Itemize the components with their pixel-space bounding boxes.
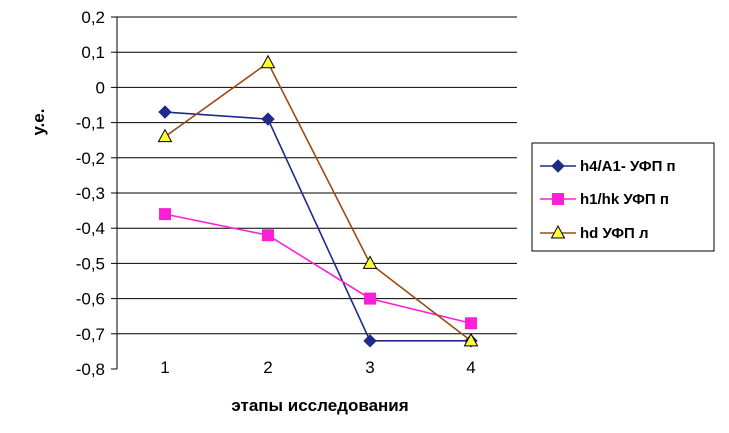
- grid-lines: [111, 16, 517, 370]
- data-point: [465, 317, 477, 330]
- y-tick-label: 0,1: [81, 43, 105, 62]
- series-line: [164, 61, 472, 342]
- data-point: [158, 105, 172, 119]
- y-tick-label: -0,4: [76, 219, 105, 238]
- y-tick-labels: 0,2 0,1 0 -0,1 -0,2 -0,3 -0,4 -0,5 -0,6 -0,7 -0,8: [76, 8, 105, 379]
- data-point: [157, 128, 173, 143]
- y-tick-label: -0,6: [76, 290, 105, 309]
- y-tick-label: 0,2: [81, 8, 105, 27]
- legend-marker: [552, 193, 564, 205]
- x-tick-label: 2: [263, 358, 272, 377]
- x-tick-label: 1: [160, 358, 169, 377]
- series-3: [157, 54, 479, 347]
- data-point: [362, 255, 378, 269]
- legend-label: h1/hk УФП п: [580, 191, 669, 208]
- legend-item: h4/A1- УФП п: [540, 158, 676, 175]
- y-tick-label: -0,2: [76, 149, 105, 168]
- data-point: [159, 208, 171, 221]
- y-tick-label: -0,5: [76, 254, 105, 273]
- y-tick-label: -0,7: [76, 325, 105, 344]
- series-2: [159, 208, 477, 330]
- data-point: [261, 112, 275, 126]
- y-tick-label: -0,8: [76, 360, 105, 379]
- series-line: [164, 111, 471, 342]
- x-axis-title: этапы исследования: [231, 396, 408, 415]
- data-point: [463, 332, 479, 347]
- y-tick-label: -0,3: [76, 184, 105, 203]
- y-axis-title: у.е.: [29, 109, 48, 136]
- x-tick-labels: 1 2 3 4: [160, 358, 475, 377]
- legend-label: hd УФП л: [580, 225, 649, 242]
- series-1: [158, 105, 478, 348]
- x-tick-label: 4: [466, 358, 475, 377]
- legend-marker: [550, 224, 566, 239]
- data-point: [363, 334, 377, 348]
- data-point: [364, 292, 376, 305]
- series-group: [157, 54, 479, 348]
- data-point: [262, 229, 274, 242]
- legend-label: h4/A1- УФП п: [580, 158, 676, 175]
- y-tick-label: -0,1: [76, 114, 105, 133]
- legend: h4/A1- УФП п h1/hk УФП п hd УФП л: [531, 142, 715, 252]
- legend-item: h1/hk УФП п: [540, 191, 669, 208]
- legend-marker: [551, 159, 565, 173]
- data-point: [260, 54, 276, 69]
- y-tick-label: 0: [96, 78, 105, 97]
- series-line: [164, 213, 472, 325]
- legend-item: hd УФП л: [540, 224, 649, 242]
- x-tick-label: 3: [365, 358, 374, 377]
